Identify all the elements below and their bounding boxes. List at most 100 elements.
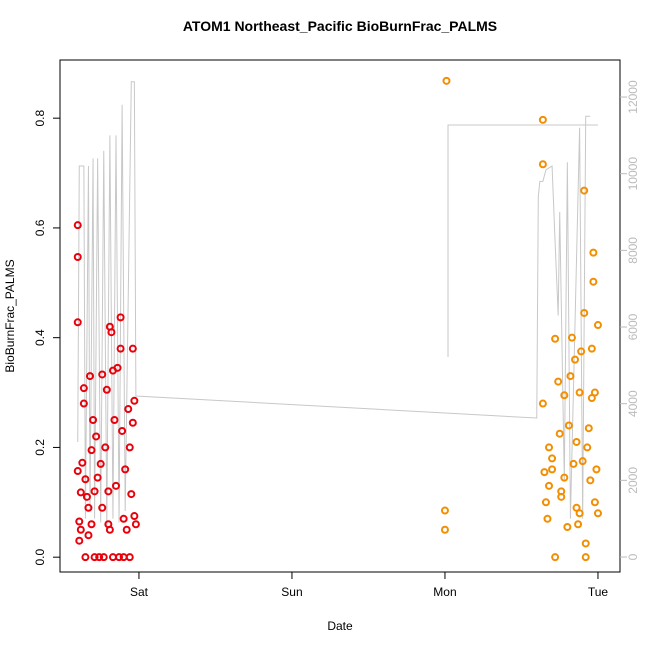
scatter-point [593,321,602,330]
scatter-point [125,553,134,562]
scatter-point [548,465,557,474]
scatter-point [572,437,581,446]
scatter-point [130,512,139,521]
scatter-point [574,520,583,529]
y-tick-label: 0.8 [33,110,47,127]
scatter-point [92,432,101,441]
scatter-point [580,308,589,317]
scatter-point [131,520,140,529]
scatter-point [587,344,596,353]
scatter-point [128,418,137,427]
scatter-point [551,553,560,562]
scatter-point [560,391,569,400]
scatter-point [78,458,87,467]
scatter-point [75,536,84,545]
scatter-point [538,115,547,124]
scatter-point [538,160,547,169]
y-tick-label: 0.2 [33,439,47,456]
scatter-point [571,355,580,364]
scatter-point [90,553,99,562]
scatter-point [566,372,575,381]
scatter-point [580,186,589,195]
scatter-point [79,399,88,408]
scatter-point [551,334,560,343]
scatter-point [538,399,547,408]
scatter-point [545,481,554,490]
scatter-point [113,363,122,372]
scatter-point [584,424,593,433]
x-tick-label: Sun [281,585,302,599]
scatter-point [581,539,590,548]
scatter-point [540,468,549,477]
scatter-point [99,553,108,562]
scatter-point [130,396,139,405]
scatter-point [110,415,119,424]
scatter-point [122,525,131,534]
scatter-point [557,492,566,501]
scatter-point [548,454,557,463]
scatter-point [73,467,82,476]
scatter-point [95,553,104,562]
scatter-point [577,347,586,356]
scatter-point [567,333,576,342]
scatter-point [93,473,102,482]
scatter-point [554,377,563,386]
scatter-point [76,525,85,534]
scatter-point [545,443,554,452]
scatter-point [587,394,596,403]
y-axis-label: BioBurnFrac_PALMS [3,259,17,372]
scatter-point [575,509,584,518]
x-axis-label: Date [327,619,353,633]
scatter-point [543,514,552,523]
scatter-point [118,426,127,435]
y2-tick-label: 0 [626,553,640,560]
scatter-point [75,517,84,526]
scatter-point [575,388,584,397]
scatter-point [87,520,96,529]
scatter-point [73,221,82,230]
scatter-point [104,487,113,496]
scatter-point [79,384,88,393]
scatter-point [82,492,91,501]
scatter-point [87,446,96,455]
scatter-point [442,76,451,85]
scatter-point [127,490,136,499]
scatter-point [76,488,85,497]
y2-tick-label: 6000 [626,313,640,340]
y2-tick-label: 10000 [626,157,640,191]
scatter-point [440,525,449,534]
scatter-point [564,421,573,430]
x-tick-label: Tue [588,585,609,599]
scatter-point [560,473,569,482]
scatter-point [73,318,82,327]
scatter-point [115,553,124,562]
scatter-point [563,523,572,532]
scatter-point [541,498,550,507]
y-tick-label: 0.0 [33,549,47,566]
scatter-point [102,385,111,394]
scatter-point [125,443,134,452]
scatter-point [440,506,449,515]
scatter-point [116,344,125,353]
scatter-point [85,372,94,381]
y2-tick-label: 2000 [626,467,640,494]
scatter-point [119,514,128,523]
scatter-point [590,498,599,507]
scatter-point [555,429,564,438]
scatter-point [107,328,116,337]
y2-tick-label: 12000 [626,80,640,114]
plot-frame [59,59,621,573]
scatter-point [569,459,578,468]
scatter-point [98,503,107,512]
scatter-point [90,487,99,496]
scatter-point [589,277,598,286]
scatter-point [81,475,90,484]
scatter-point [101,443,110,452]
scatter-point [578,457,587,466]
scatter-point [583,443,592,452]
scatter-point [84,503,93,512]
scatter-point [116,313,125,322]
y2-tick-label: 8000 [626,237,640,264]
